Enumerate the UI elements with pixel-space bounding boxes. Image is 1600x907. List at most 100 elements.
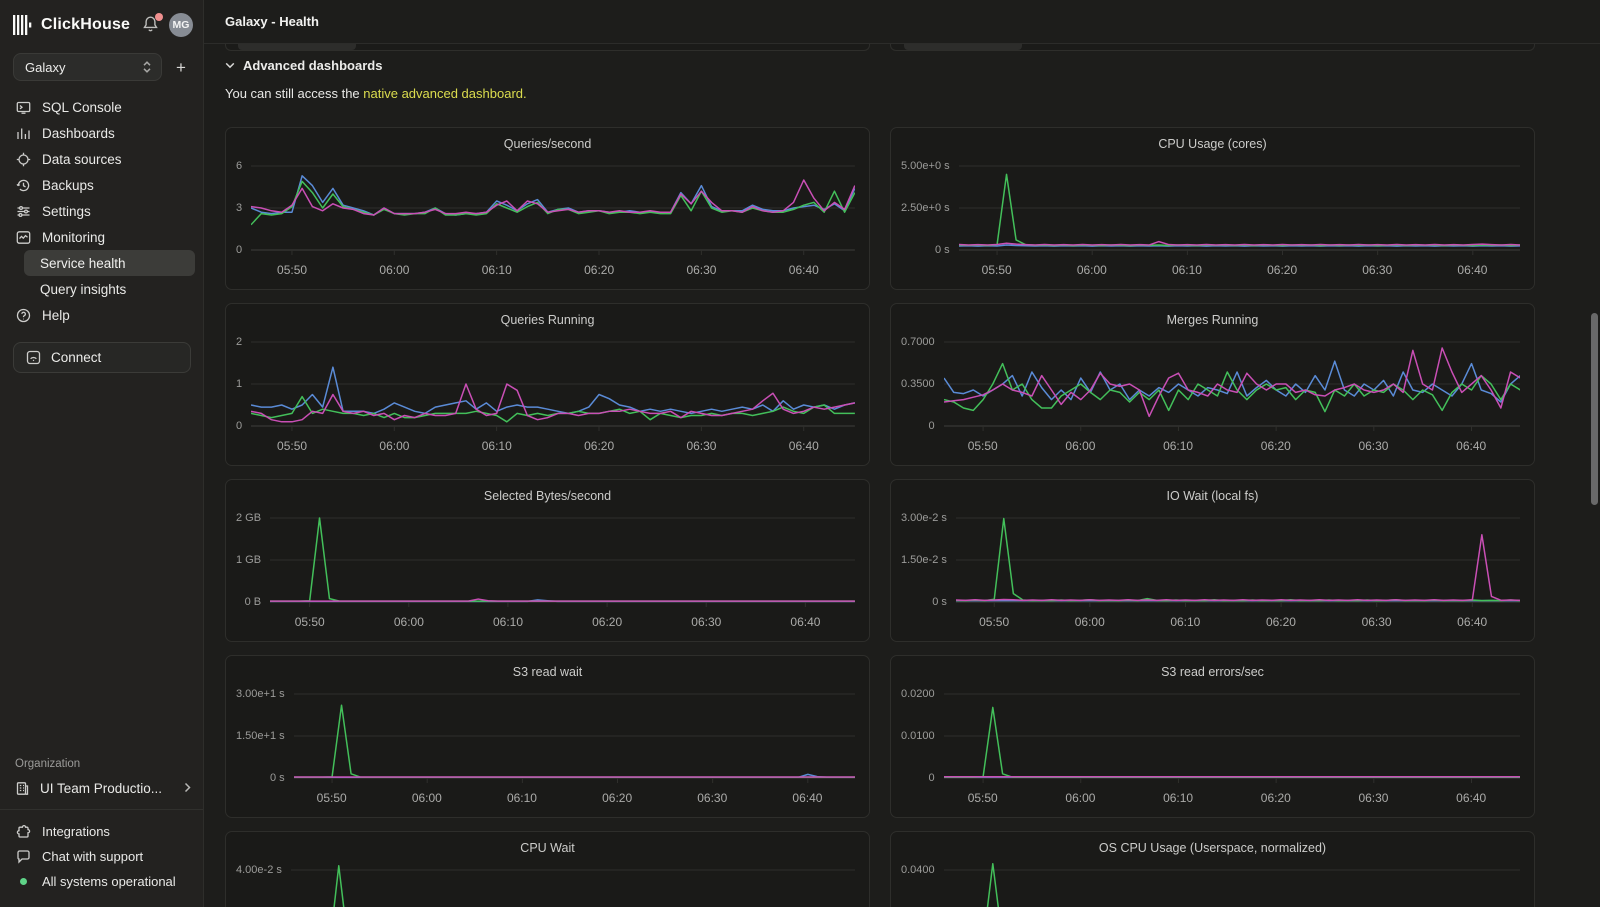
x-tick-label: 05:50 [277,263,308,277]
sidebar-item-dashboards[interactable]: Dashboards [0,120,203,146]
add-service-button[interactable]: + [176,57,186,77]
sidebar-item-integrations[interactable]: Integrations [15,819,191,844]
page-header: Galaxy - Health [204,0,1600,44]
service-selector[interactable]: Galaxy [13,53,162,81]
data-sources-icon [15,152,31,167]
clickhouse-logo-icon [13,15,32,35]
y-tick-label: 1.50e-2 s [901,554,947,566]
x-tick-label: 06:10 [481,439,512,453]
sidebar-item-monitoring[interactable]: Monitoring [0,224,203,250]
notification-dot [155,13,163,21]
chart-plot[interactable] [291,862,855,907]
connect-button[interactable]: Connect [13,342,191,373]
service-selector-value: Galaxy [25,59,66,75]
connect-icon [26,350,41,365]
chart-title: Queries Running [500,313,595,327]
sidebar-item-query-insights[interactable]: Query insights [0,276,203,302]
sidebar-item-backups[interactable]: Backups [0,172,203,198]
x-tick-label: 06:40 [1457,263,1488,277]
notice-text: You can still access the [225,86,364,101]
system-status[interactable]: All systems operational [15,869,191,894]
sidebar-item-label: SQL Console [42,99,122,115]
chart-plot[interactable] [270,510,855,610]
x-tick-label: 06:10 [1163,791,1194,805]
y-tick-label: 0 s [269,772,285,784]
series-line-magenta [959,242,1520,245]
x-tick-label: 06:40 [1457,615,1488,629]
scrolled-chip [904,44,1022,50]
series-line-magenta [944,348,1520,416]
x-tick-label: 06:00 [1074,615,1105,629]
y-tick-label: 3 [236,202,243,214]
chart-plot[interactable] [294,686,855,786]
scrolled-card-remnant-left [225,44,870,51]
organization-switcher[interactable]: UI Team Productio... [15,781,191,796]
series-line-blue [251,176,855,215]
y-tick-label: 1 GB [236,554,262,566]
y-tick-label: 3.00e-2 s [901,512,947,524]
x-tick-label: 06:40 [788,439,819,453]
x-tick-label: 05:50 [294,615,325,629]
x-tick-label: 06:00 [393,615,424,629]
y-tick-label: 6 [236,160,243,172]
chart-plot[interactable] [944,334,1520,434]
connect-label: Connect [51,350,102,365]
y-tick-label: 2 [236,336,243,348]
sidebar-item-sql-console[interactable]: SQL Console [0,94,203,120]
vertical-scrollbar[interactable] [1591,313,1598,505]
x-tick-label: 06:30 [1361,615,1392,629]
help-icon [15,308,31,323]
x-tick-label: 06:30 [686,439,717,453]
backups-icon [15,178,31,193]
monitoring-icon [15,230,31,245]
status-dot-icon [19,878,27,885]
x-tick-label: 06:00 [1065,791,1096,805]
x-tick-label: 06:20 [1267,263,1298,277]
x-tick-label: 06:40 [1456,791,1487,805]
sidebar-item-chat-support[interactable]: Chat with support [15,844,191,869]
chart-title: IO Wait (local fs) [1166,489,1259,503]
chart-title: Queries/second [503,137,592,151]
chart-plot[interactable] [944,686,1520,786]
x-tick-label: 05:50 [967,439,998,453]
console-icon [15,100,31,115]
advanced-dashboards-toggle[interactable]: Advanced dashboards [225,58,382,73]
x-tick-label: 06:00 [1065,439,1096,453]
y-tick-label: 0 s [934,244,950,256]
sidebar-item-help[interactable]: Help [0,302,203,328]
chevron-right-icon [184,781,191,796]
chart-card-io-wait-local-fs: IO Wait (local fs)3.00e-2 s3.00e-2 s1.50… [890,479,1535,642]
chart-plot[interactable] [251,158,855,258]
chevron-updown-icon [143,61,151,73]
notifications-button[interactable] [142,13,163,35]
sidebar-item-data-sources[interactable]: Data sources [0,146,203,172]
chart-plot[interactable] [944,862,1520,907]
avatar[interactable]: MG [169,13,193,37]
sidebar-item-service-health[interactable]: Service health [24,250,195,276]
x-tick-label: 06:20 [602,791,633,805]
y-tick-label: 0.3500 [901,378,935,390]
chart-plot[interactable] [959,158,1520,258]
chart-title: Merges Running [1166,313,1259,327]
x-tick-label: 06:20 [592,615,623,629]
x-tick-label: 06:10 [1163,439,1194,453]
y-tick-label: 0 B [244,596,262,608]
native-dashboard-notice: You can still access the native advanced… [225,86,1600,101]
organization-name: UI Team Productio... [40,781,163,796]
x-tick-label: 06:30 [1358,439,1389,453]
chart-card-s3-read-errors-sec: S3 read errors/sec0.02000.02000.0100005:… [890,655,1535,818]
sidebar-item-settings[interactable]: Settings [0,198,203,224]
sidebar-item-label: Integrations [42,824,110,839]
x-tick-label: 06:30 [691,615,722,629]
sidebar-item-label: Settings [42,203,91,219]
sidebar-item-label: Data sources [42,151,122,167]
native-advanced-dashboard-link[interactable]: native advanced dashboard. [363,86,527,101]
sidebar-item-label: Chat with support [42,849,144,864]
x-tick-label: 06:00 [411,791,442,805]
x-tick-label: 05:50 [979,615,1010,629]
x-tick-label: 06:30 [697,791,728,805]
x-tick-label: 06:10 [481,263,512,277]
chart-plot[interactable] [251,334,855,434]
charts-grid: Queries/second663005:5006:0006:1006:2006… [204,127,1600,907]
chart-plot[interactable] [956,510,1520,610]
